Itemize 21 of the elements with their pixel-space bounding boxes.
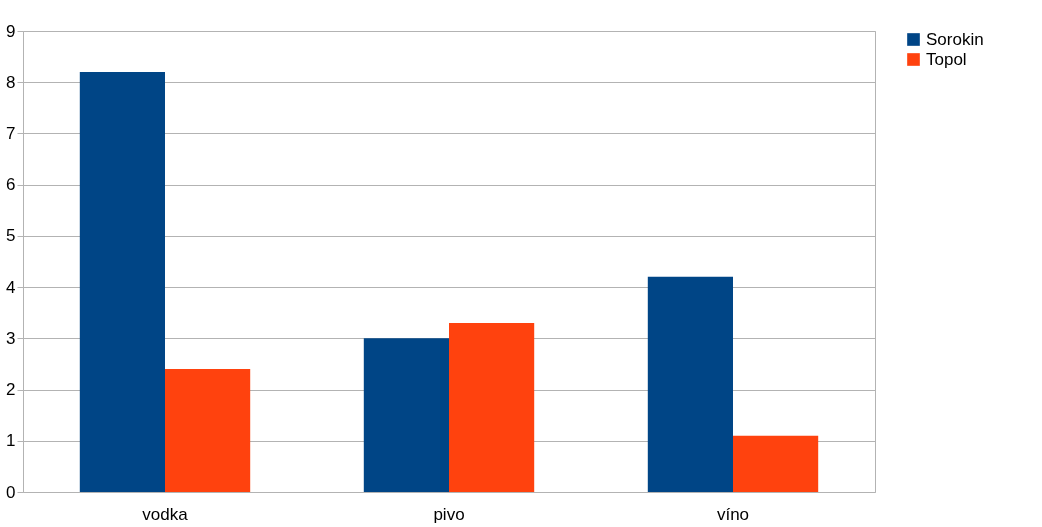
x-tick-label: vodka: [142, 504, 189, 524]
bar: [165, 369, 251, 492]
legend-label: Sorokin: [926, 29, 984, 49]
bar: [733, 435, 819, 492]
y-tick-label: 9: [6, 21, 16, 41]
x-tick-label: pivo: [433, 504, 465, 524]
y-tick-label: 2: [6, 380, 16, 400]
bar: [79, 71, 165, 492]
y-tick-label: 0: [6, 482, 16, 502]
bar: [647, 276, 733, 492]
x-tick-label: víno: [716, 504, 750, 524]
y-tick-label: 5: [6, 226, 16, 246]
y-tick-label: 7: [6, 123, 16, 143]
y-tick-label: 8: [6, 72, 16, 92]
y-tick-label: 4: [6, 277, 16, 297]
bar: [363, 338, 449, 492]
y-tick-label: 6: [6, 175, 16, 195]
y-tick-label: 1: [6, 431, 16, 451]
legend-label: Topol: [926, 49, 967, 69]
y-tick-label: 3: [6, 328, 16, 348]
bar: [449, 322, 535, 492]
